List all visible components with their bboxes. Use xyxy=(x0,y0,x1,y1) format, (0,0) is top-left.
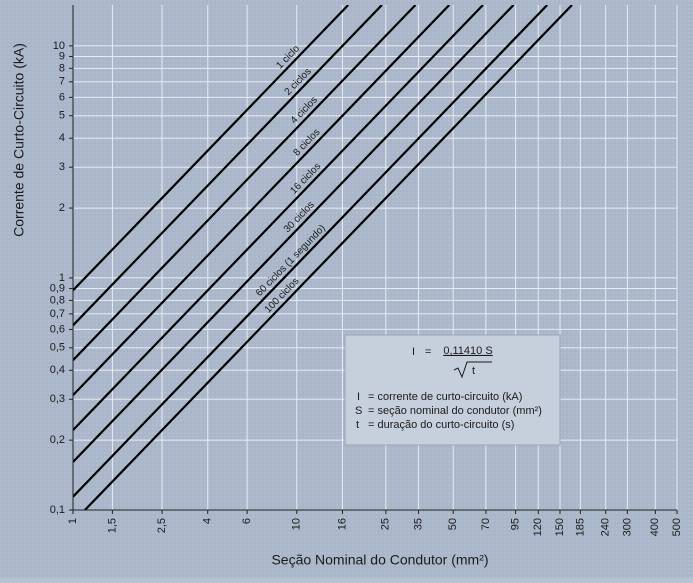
series-line xyxy=(73,5,548,498)
def-text: = corrente de curto-circuito (kA) xyxy=(368,391,522,403)
sqrt-sign xyxy=(453,361,492,379)
x-tick-label: 185 xyxy=(574,518,586,536)
series-line xyxy=(73,5,383,327)
x-tick-label: 10 xyxy=(291,518,303,530)
y-tick-label: 8 xyxy=(59,62,65,74)
y-tick-label: 0,4 xyxy=(50,364,65,376)
x-tick-label: 300 xyxy=(621,518,633,536)
series-line xyxy=(73,5,417,361)
y-tick-label: 5 xyxy=(59,110,65,122)
y-tick-label: 0,9 xyxy=(50,282,65,294)
series-line xyxy=(73,5,515,463)
formula-denominator: t xyxy=(472,365,475,377)
x-tick-label: 1 xyxy=(67,518,79,524)
y-tick-label: 7 xyxy=(59,76,65,88)
y-axis-title: Corrente de Curto-Circuito (kA) xyxy=(11,43,27,237)
y-tick-label: 10 xyxy=(53,40,65,52)
x-tick-label: 70 xyxy=(480,518,492,530)
formula-numerator: 0,11410 S xyxy=(443,345,492,357)
y-tick-label: 0,5 xyxy=(50,342,65,354)
x-tick-label: 50 xyxy=(447,518,459,530)
formula-panel xyxy=(344,334,561,446)
y-tick-label: 1 xyxy=(59,272,65,284)
series-line xyxy=(73,5,349,292)
x-tick-label: 25 xyxy=(380,518,392,530)
x-axis-title: Seção Nominal do Condutor (mm²) xyxy=(271,552,488,568)
y-tick-label: 9 xyxy=(59,50,65,62)
def-symbol: S xyxy=(355,405,362,417)
x-tick-label: 35 xyxy=(412,518,424,530)
formula-lhs: I xyxy=(412,346,415,358)
y-tick-label: 6 xyxy=(59,91,65,103)
x-tick-label: 95 xyxy=(509,518,521,530)
formula-eq: = xyxy=(425,346,431,358)
def-text: = duração do curto-circuito (s) xyxy=(368,419,514,431)
def-symbol: t xyxy=(356,419,359,431)
formula-box: I = 0,11410 S t I = corrente de curto-ci… xyxy=(344,334,561,446)
y-tick-label: 4 xyxy=(59,132,65,144)
x-tick-label: 6 xyxy=(241,518,253,524)
x-tick-label: 400 xyxy=(649,518,661,536)
series-line xyxy=(73,5,451,396)
series-line xyxy=(73,5,484,431)
x-tick-label: 150 xyxy=(554,518,566,536)
x-tick-label: 240 xyxy=(600,518,612,536)
def-symbol: I xyxy=(357,391,360,403)
y-tick-label: 0,8 xyxy=(50,294,65,306)
y-tick-label: 0,6 xyxy=(50,323,65,335)
x-tick-label: 500 xyxy=(671,518,683,536)
y-tick-label: 0,1 xyxy=(50,504,65,516)
y-tick-label: 0,7 xyxy=(50,308,65,320)
x-tick-label: 2,5 xyxy=(156,518,168,533)
x-tick-label: 1,5 xyxy=(106,518,118,533)
y-tick-label: 0,2 xyxy=(50,434,65,446)
y-tick-label: 3 xyxy=(59,161,65,173)
x-tick-label: 120 xyxy=(532,518,544,536)
y-tick-label: 2 xyxy=(59,202,65,214)
y-tick-label: 0,3 xyxy=(50,393,65,405)
x-tick-label: 16 xyxy=(336,518,348,530)
x-tick-label: 4 xyxy=(202,518,214,524)
series-line xyxy=(84,5,573,510)
def-text: = seção nominal do condutor (mm²) xyxy=(368,405,542,417)
